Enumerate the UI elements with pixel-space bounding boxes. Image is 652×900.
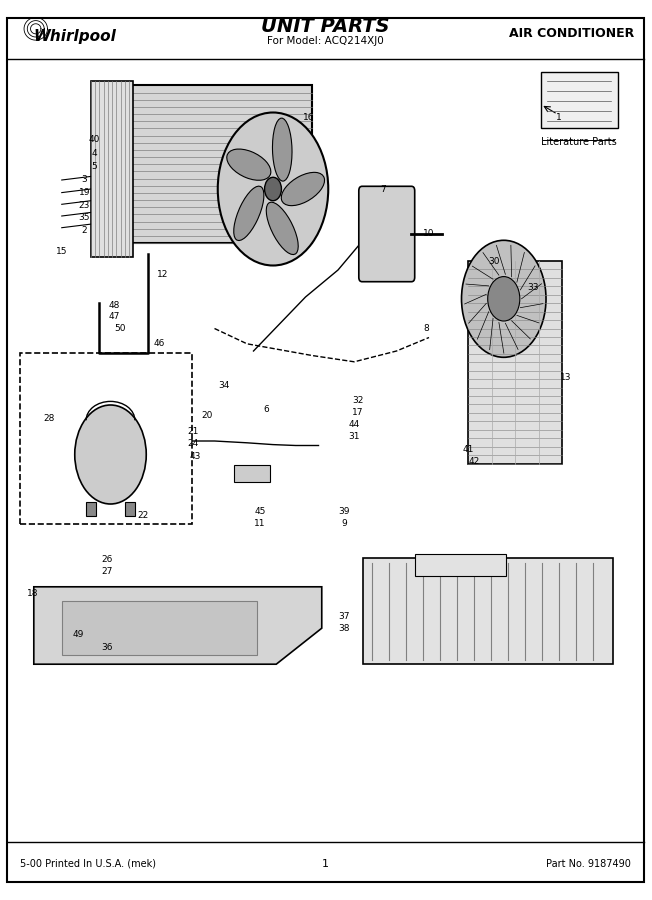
Bar — [234, 465, 270, 482]
Bar — [415, 554, 506, 576]
Text: 39: 39 — [339, 507, 350, 516]
Text: 11: 11 — [254, 519, 266, 528]
Text: 18: 18 — [27, 590, 38, 598]
Bar — [363, 558, 613, 664]
Text: 10: 10 — [423, 230, 435, 238]
Text: 50: 50 — [115, 324, 126, 333]
Text: 4: 4 — [91, 148, 97, 157]
Text: 40: 40 — [89, 135, 100, 144]
Text: 46: 46 — [154, 339, 165, 348]
Text: 8: 8 — [423, 324, 428, 333]
Text: AIR CONDITIONER: AIR CONDITIONER — [509, 27, 634, 40]
Text: 7: 7 — [381, 184, 387, 194]
Text: 36: 36 — [102, 644, 113, 652]
Text: 26: 26 — [102, 555, 113, 564]
Text: 42: 42 — [469, 457, 480, 466]
Text: 38: 38 — [339, 624, 350, 633]
Text: 23: 23 — [79, 201, 90, 210]
Text: 15: 15 — [56, 248, 68, 256]
Text: 32: 32 — [352, 396, 363, 405]
Text: 6: 6 — [263, 405, 269, 414]
FancyBboxPatch shape — [359, 186, 415, 282]
Text: For Model: ACQ214XJ0: For Model: ACQ214XJ0 — [267, 35, 383, 46]
Text: 1: 1 — [321, 859, 329, 869]
Text: 13: 13 — [560, 374, 571, 382]
Text: 44: 44 — [349, 420, 360, 429]
Bar — [86, 502, 96, 516]
Text: Whirlpool: Whirlpool — [33, 29, 116, 43]
Text: 24: 24 — [187, 439, 199, 448]
Ellipse shape — [281, 173, 325, 205]
Text: 34: 34 — [218, 381, 230, 390]
Polygon shape — [34, 587, 321, 664]
Text: 5: 5 — [91, 162, 97, 171]
Ellipse shape — [233, 186, 264, 240]
Text: 47: 47 — [108, 312, 119, 321]
Text: 1: 1 — [556, 112, 562, 122]
Text: 17: 17 — [352, 408, 363, 417]
Text: 19: 19 — [79, 188, 90, 197]
Text: 21: 21 — [187, 428, 199, 436]
Bar — [20, 353, 192, 524]
Ellipse shape — [266, 202, 298, 255]
Text: 49: 49 — [72, 630, 83, 639]
Text: 37: 37 — [339, 612, 350, 621]
Text: 20: 20 — [201, 411, 213, 420]
Bar — [91, 81, 133, 256]
Circle shape — [265, 177, 282, 201]
Bar — [62, 601, 257, 655]
Text: 31: 31 — [349, 432, 360, 441]
Text: 28: 28 — [43, 414, 54, 423]
Text: 9: 9 — [342, 519, 348, 528]
Bar — [541, 72, 617, 128]
Bar — [468, 261, 562, 464]
Text: 43: 43 — [189, 452, 201, 461]
Text: UNIT PARTS: UNIT PARTS — [261, 17, 389, 37]
Circle shape — [488, 276, 520, 321]
Text: 12: 12 — [157, 270, 168, 279]
Circle shape — [462, 240, 546, 357]
Text: 45: 45 — [254, 507, 266, 516]
Ellipse shape — [227, 149, 271, 180]
Text: 5-00 Printed In U.S.A. (mek): 5-00 Printed In U.S.A. (mek) — [20, 859, 155, 869]
Text: 2: 2 — [82, 226, 87, 235]
Text: 16: 16 — [303, 112, 314, 122]
Bar — [125, 502, 135, 516]
Circle shape — [218, 112, 328, 266]
Text: 41: 41 — [462, 446, 474, 454]
Text: 30: 30 — [488, 256, 500, 266]
Text: 33: 33 — [527, 284, 539, 292]
Ellipse shape — [273, 118, 292, 181]
Text: Literature Parts: Literature Parts — [541, 137, 616, 147]
Text: 27: 27 — [102, 567, 113, 576]
Text: 22: 22 — [138, 511, 149, 520]
Text: 48: 48 — [108, 302, 119, 310]
Text: 3: 3 — [82, 176, 87, 184]
Text: Part No. 9187490: Part No. 9187490 — [546, 859, 630, 869]
Text: 35: 35 — [79, 213, 90, 222]
Circle shape — [75, 405, 146, 504]
Bar — [126, 86, 312, 243]
